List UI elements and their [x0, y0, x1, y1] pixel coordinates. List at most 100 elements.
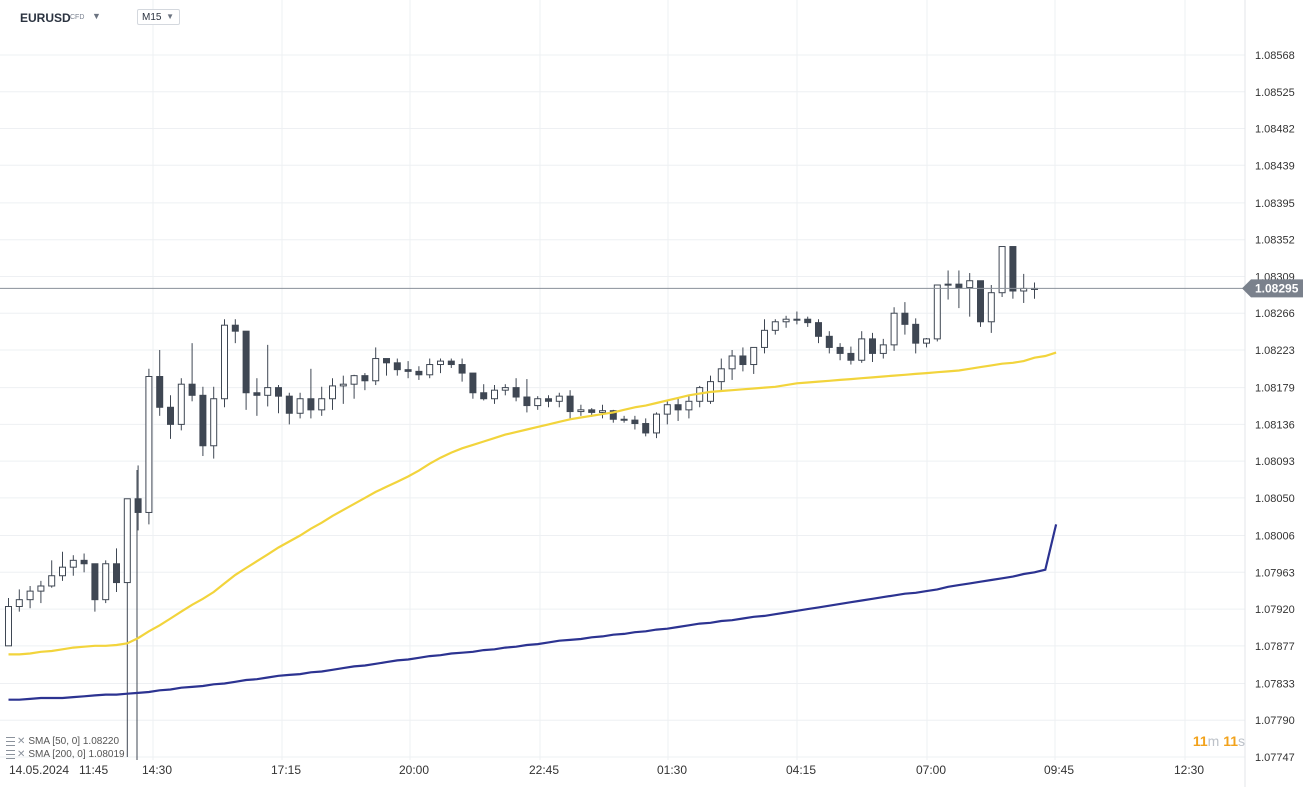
y-tick-label: 1.08179 [1255, 383, 1295, 395]
candle-body [815, 322, 822, 337]
candle-body [545, 398, 552, 402]
candle-body [555, 395, 563, 402]
candle-body [393, 362, 401, 371]
candle-body [307, 398, 315, 411]
candle-body [890, 312, 898, 346]
candle-body [383, 358, 390, 364]
candle-body [447, 360, 455, 366]
candle-body [415, 370, 423, 376]
candle-body [134, 498, 142, 513]
remove-indicator-close-icon[interactable]: ✕ [17, 736, 26, 747]
x-tick-label: 12:30 [1174, 763, 1204, 777]
candle-body [102, 563, 110, 601]
candle-body [534, 398, 542, 407]
symbol-dropdown-chevron-icon[interactable]: ▼ [92, 11, 101, 21]
candle-body [426, 364, 434, 376]
candle-body [221, 324, 228, 400]
candle-body [339, 383, 347, 387]
y-tick-label: 1.07877 [1255, 641, 1295, 653]
candle-body [156, 376, 164, 408]
candle-body [685, 400, 693, 411]
x-tick-label: 17:15 [271, 763, 301, 777]
candle-body [91, 563, 99, 601]
candle-body [750, 346, 758, 366]
indicator-settings-icon[interactable] [6, 736, 15, 746]
candle-body [15, 599, 23, 608]
candle-body [631, 419, 639, 425]
remove-indicator-close-icon[interactable]: ✕ [17, 749, 26, 760]
candle-body [167, 406, 174, 425]
candle-body [231, 324, 239, 332]
candle-body [858, 338, 866, 361]
y-tick-label: 1.08482 [1255, 124, 1295, 136]
y-tick-label: 1.07833 [1255, 678, 1295, 690]
countdown-minutes-unit: m [1207, 733, 1220, 749]
y-tick-label: 1.08395 [1255, 198, 1295, 210]
indicator-settings-icon[interactable] [6, 749, 15, 759]
legend-sma-200-name: SMA [200, 0] [28, 749, 86, 760]
legend-sma-200: ✕ SMA [200, 0] 1.08019 [6, 748, 125, 761]
candle-body [782, 318, 790, 323]
candle-body [912, 323, 920, 344]
x-tick-label: 11:45 [79, 763, 108, 777]
candle-body [480, 392, 488, 400]
candle-body [739, 355, 747, 366]
candle-body [48, 575, 56, 587]
y-tick-label: 1.08006 [1255, 531, 1295, 543]
candle-body [512, 387, 520, 398]
candle-body [177, 383, 185, 425]
candle-body [717, 368, 725, 383]
y-tick-label: 1.08223 [1255, 345, 1295, 357]
candle-body [901, 312, 909, 325]
legend-sma-200-value: 1.08019 [88, 749, 125, 760]
chart-toolbar: EURUSD CFD ▼ M15 ▼ [0, 0, 1240, 34]
candle-body [59, 566, 66, 577]
y-tick-label: 1.08568 [1255, 50, 1295, 62]
candle-body [793, 318, 801, 321]
countdown-minutes: 11 [1192, 733, 1208, 749]
x-tick-label: 14:30 [142, 763, 172, 777]
instrument-type-label: CFD [70, 14, 85, 21]
candle-body [372, 358, 380, 382]
candle-body [653, 413, 660, 434]
x-tick-label: 01:30 [657, 763, 687, 777]
candle-body [771, 321, 779, 331]
candle-body [761, 329, 768, 348]
candle-body [836, 346, 844, 354]
candle-body [501, 387, 509, 391]
countdown-seconds: 11 [1223, 733, 1238, 749]
candle-body [285, 395, 293, 414]
candle-body [804, 318, 812, 324]
candle-body [588, 409, 596, 413]
y-tick-label: 1.08136 [1255, 419, 1295, 431]
candle-body [404, 369, 412, 372]
candle-body [123, 498, 131, 584]
candle-body [987, 292, 995, 323]
candle-body [264, 387, 272, 396]
candle-body [318, 398, 326, 411]
candle-body [26, 590, 34, 601]
candle-body [210, 398, 218, 447]
candle-body [275, 387, 282, 397]
candle-body [458, 364, 466, 374]
candle-body [5, 606, 12, 647]
candle-body [869, 338, 876, 354]
candle-body [253, 392, 261, 396]
y-tick-label: 1.08525 [1255, 87, 1295, 99]
sma-200-line [8, 524, 1058, 701]
candle-body [350, 375, 358, 385]
x-tick-label: 09:45 [1044, 763, 1074, 777]
candle-body [577, 409, 585, 413]
timeframe-select[interactable]: M15 ▼ [137, 9, 180, 25]
candle-body [944, 283, 952, 286]
candle-body [329, 385, 336, 400]
candle-body [642, 423, 650, 434]
x-tick-label: 14.05.2024 [9, 763, 69, 777]
candle-body [361, 375, 369, 382]
y-tick-label: 1.07963 [1255, 567, 1295, 579]
symbol-label[interactable]: EURUSD [20, 11, 71, 25]
candle-body [599, 410, 606, 413]
legend-sma-50: ✕ SMA [50, 0] 1.08220 [6, 735, 119, 748]
sma-50-line [8, 351, 1057, 656]
